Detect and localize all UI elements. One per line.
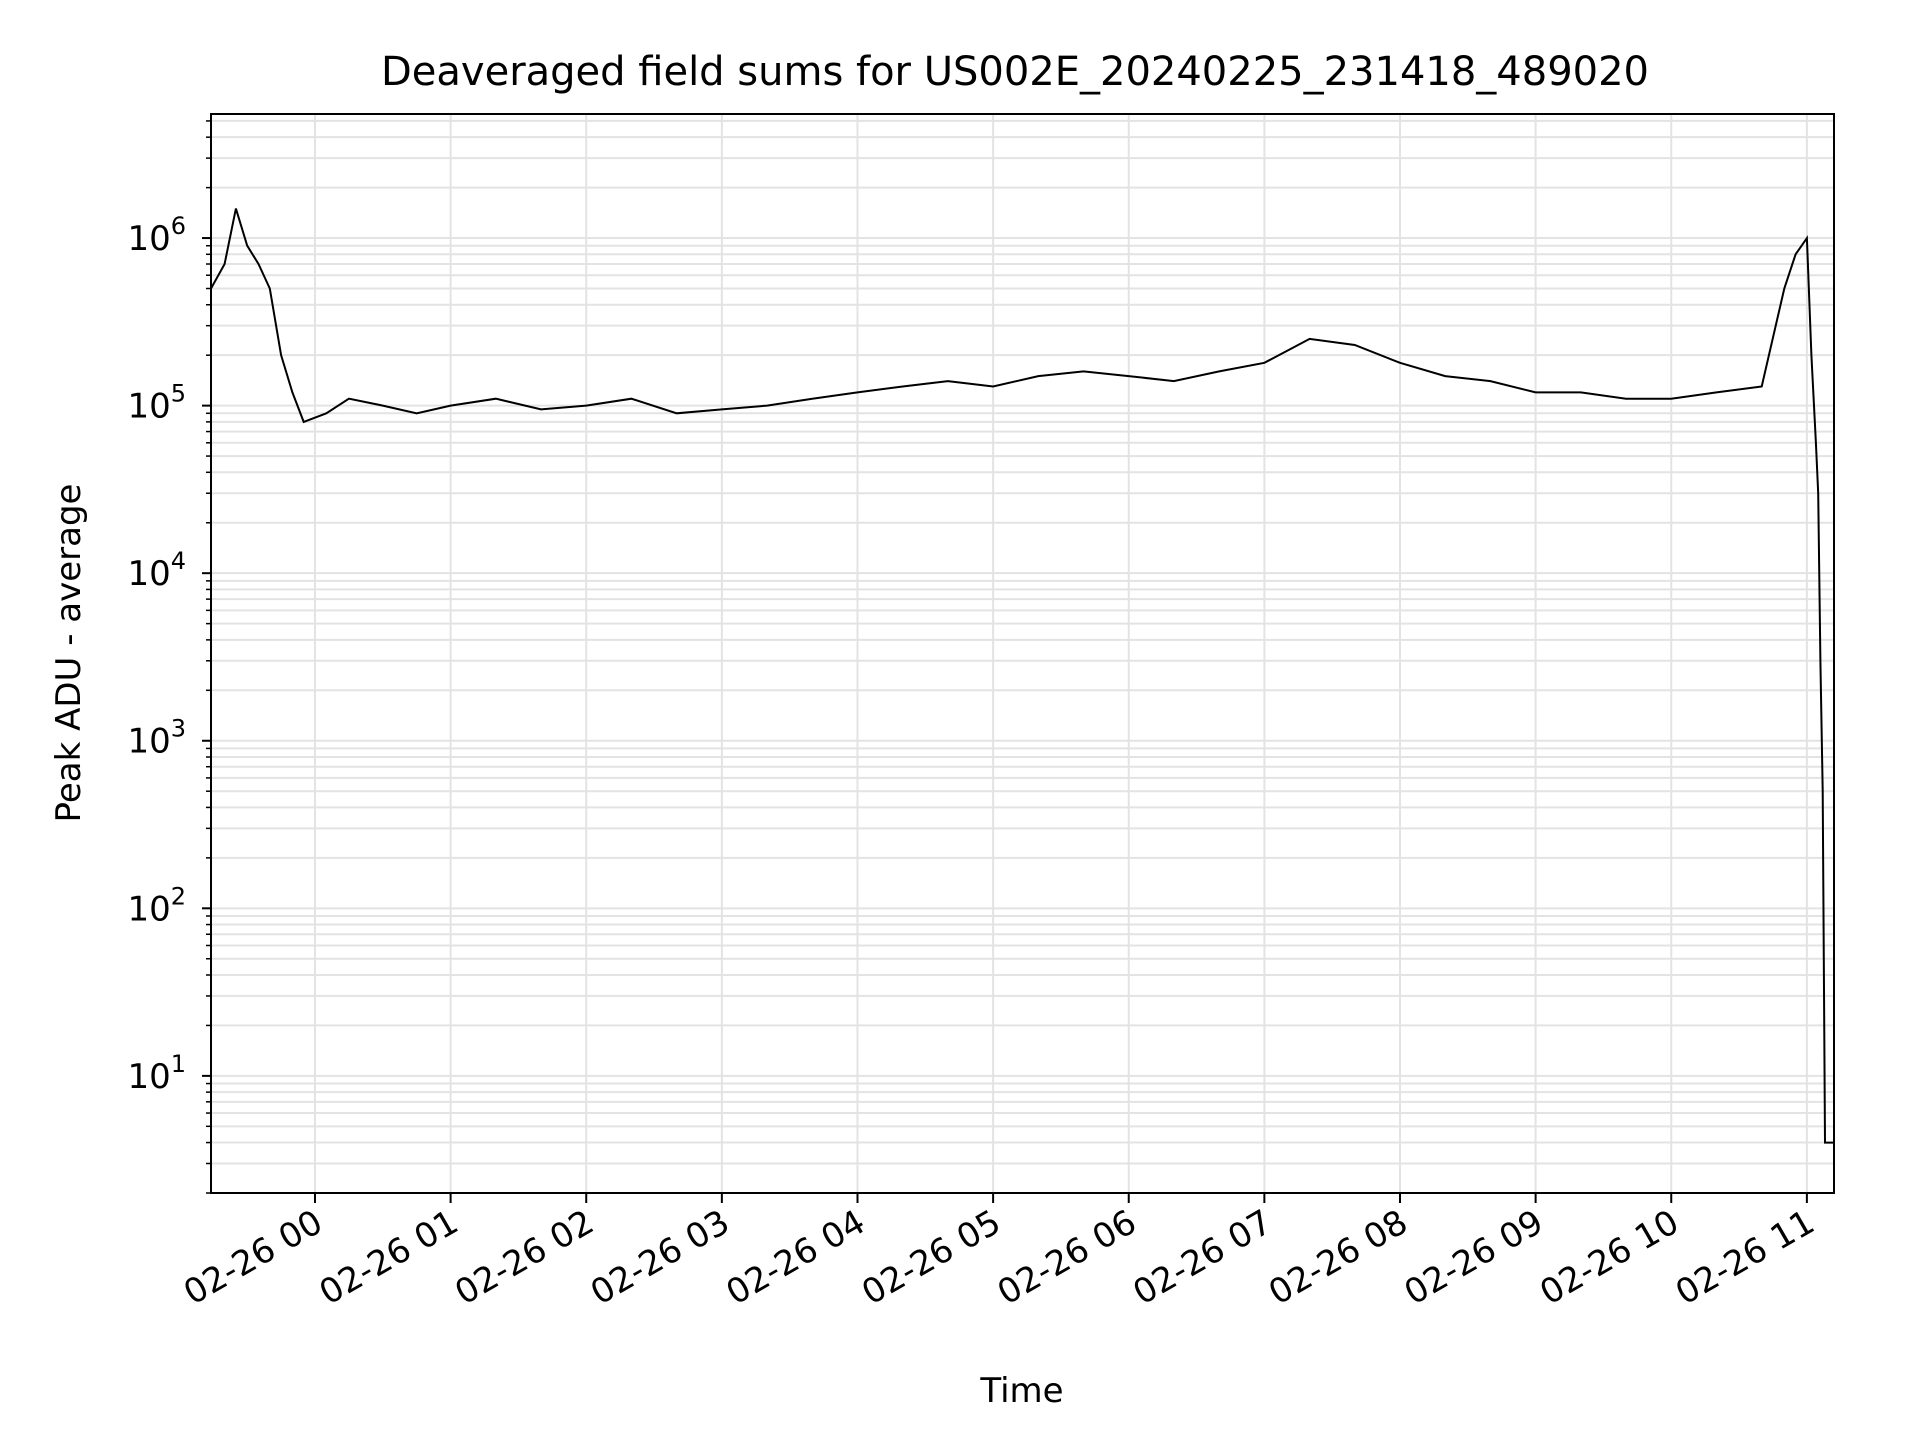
y-tick-label: 102	[127, 882, 186, 929]
x-tick-label: 02-26 06	[991, 1202, 1143, 1313]
chart-title: Deaveraged field sums for US002E_2024022…	[381, 49, 1649, 95]
plot-frame	[210, 113, 1835, 1194]
x-tick-label: 02-26 08	[1262, 1202, 1414, 1313]
x-tick-label: 02-26 05	[855, 1202, 1007, 1313]
y-tick-label: 103	[127, 715, 186, 762]
y-tick-label: 106	[127, 212, 186, 259]
y-tick-label: 101	[127, 1050, 186, 1097]
grid	[211, 114, 1834, 1194]
x-tick-label: 02-26 01	[313, 1202, 465, 1313]
x-tick-label: 02-26 02	[448, 1202, 600, 1313]
x-tick-label: 02-26 11	[1669, 1202, 1821, 1313]
y-tick-label: 104	[127, 547, 186, 594]
x-tick-label: 02-26 09	[1398, 1202, 1550, 1313]
x-tick-label: 02-26 00	[177, 1202, 329, 1313]
y-tick-label: 105	[127, 380, 186, 427]
x-tick-label: 02-26 07	[1126, 1202, 1278, 1313]
data-line-layer	[211, 208, 1834, 1144]
x-axis-label: Time	[979, 1371, 1063, 1411]
x-tick-label: 02-26 04	[720, 1202, 872, 1313]
x-tick-label: 02-26 10	[1533, 1202, 1685, 1313]
y-axis: 101 102 103 104 105 106	[127, 120, 211, 1194]
series-line	[211, 208, 1834, 1144]
y-axis-label: Peak ADU - average	[49, 484, 89, 823]
x-tick-label: 02-26 03	[584, 1202, 736, 1313]
